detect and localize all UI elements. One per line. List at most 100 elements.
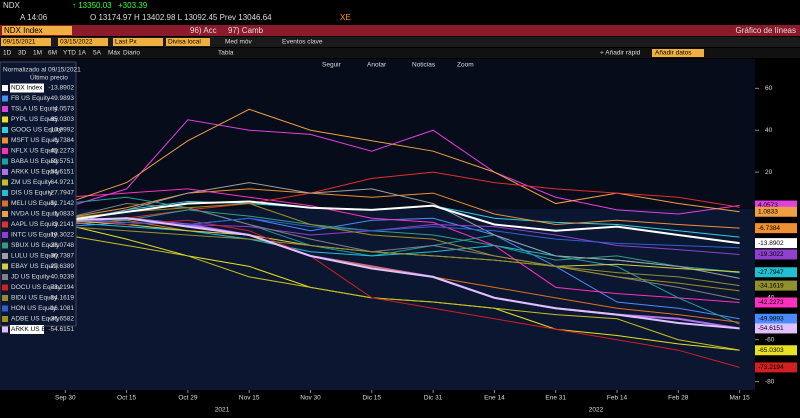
x-tick-label: Dic 15 — [363, 395, 382, 402]
legend-value: -30.7387 — [48, 253, 74, 260]
x-tick-label: Ene 14 — [484, 395, 505, 402]
legend-value: -10.9992 — [48, 127, 74, 134]
legend-name: NFLX US Equity — [11, 148, 59, 155]
security-box[interactable] — [2, 26, 72, 35]
period[interactable]: 5A — [93, 50, 102, 57]
value-tag-label: -65.0303 — [758, 347, 784, 354]
x-tick-label: Mar 15 — [729, 395, 750, 402]
currency[interactable]: Divisa local — [168, 39, 201, 46]
legend-value: -64.9721 — [48, 179, 74, 186]
legend-name: EBAY US Equity — [11, 263, 59, 270]
period[interactable]: 1A — [78, 50, 87, 57]
y-tick-label: -80 — [765, 378, 775, 385]
value-tag — [755, 200, 797, 211]
legend-name: INTC US Equity — [11, 232, 58, 239]
quick-add[interactable]: + Añadir rápid — [600, 50, 641, 57]
period[interactable]: 1M — [33, 50, 42, 57]
legend-name: LULU US Equity — [11, 253, 59, 260]
events[interactable]: Eventos clave — [282, 39, 323, 46]
legend-swatch — [2, 232, 8, 238]
period[interactable]: 1D — [3, 50, 12, 57]
legend-name: NDX Index — [11, 85, 43, 92]
value-tag — [755, 323, 797, 334]
legend-swatch — [2, 127, 8, 133]
legend-name: NVDA US Equity — [11, 211, 60, 218]
series-line — [3, 213, 740, 330]
legend-highlight — [10, 325, 44, 334]
period[interactable]: YTD — [63, 50, 76, 57]
legend-swatch — [2, 263, 8, 270]
y-tick-label: 60 — [765, 85, 773, 92]
y-tick-label: -60 — [765, 336, 775, 343]
legend-value: -28.0748 — [48, 242, 74, 249]
legend-name: SBUX US Equity — [11, 242, 60, 249]
end-date[interactable]: 03/15/2022 — [60, 39, 93, 46]
tool[interactable]: Anotar — [367, 62, 387, 69]
legend-swatch — [2, 85, 8, 91]
legend-name: TSLA US Equity — [11, 106, 58, 113]
legend-swatch — [2, 158, 8, 165]
legend-swatch — [2, 284, 8, 291]
series-line — [3, 200, 740, 245]
time: A 14:06 — [20, 13, 48, 22]
tool[interactable]: Zoom — [457, 62, 474, 69]
actions[interactable]: 96) Acc — [190, 26, 217, 35]
legend-value: -19.3022 — [48, 232, 74, 239]
legend-name: PYPL US Equity — [11, 116, 59, 123]
x-tick-label: Nov 30 — [300, 395, 321, 402]
series-line — [3, 213, 740, 368]
legend-name: FB US Equity — [11, 95, 51, 102]
value-tag — [755, 238, 797, 249]
legend-name: ARKK US Equity — [11, 326, 60, 333]
legend-name: ARKK US Equity — [11, 169, 60, 176]
tool[interactable]: Seguir — [322, 62, 342, 69]
period[interactable]: Máx — [108, 50, 121, 57]
legend-value: -16.1081 — [48, 305, 74, 312]
legend-swatch — [2, 326, 8, 333]
series-line — [3, 213, 740, 287]
value-tag-label: 1.0833 — [758, 208, 778, 215]
series-line — [3, 182, 740, 279]
legend-header: Último precio — [30, 73, 68, 82]
x-tick-label: Feb 14 — [607, 395, 628, 402]
x-tick-label: Feb 28 — [668, 395, 689, 402]
legend-swatch — [2, 211, 8, 217]
moving-avg[interactable]: Med móv — [225, 39, 252, 46]
value-tag-label: -13.8902 — [758, 240, 784, 247]
year-label: 2021 — [215, 407, 230, 414]
page-title: Gráfico de líneas — [736, 26, 796, 35]
period-row — [0, 48, 800, 58]
legend-swatch — [2, 190, 8, 196]
legend-name: JD US Equity — [11, 274, 50, 281]
x-tick-label: Oct 15 — [117, 395, 137, 402]
legend-swatch — [2, 116, 8, 123]
period[interactable]: 3D — [18, 50, 27, 57]
x-tick-label: Nov 15 — [239, 395, 260, 402]
legend-swatch — [2, 106, 8, 112]
legend-value: 4.0573 — [54, 106, 74, 113]
legend-value: -51.7142 — [48, 200, 74, 207]
security[interactable]: NDX Index — [4, 26, 43, 35]
legend-value: -36.6582 — [48, 316, 74, 323]
start-date[interactable]: 09/15/2021 — [3, 39, 36, 46]
ohlc: O 13174.97 H 13402.98 L 13092.45 Prev 13… — [90, 13, 272, 22]
add-data[interactable]: Añadir datos — [655, 50, 692, 57]
value-tag-label: -42.2273 — [758, 299, 784, 306]
period[interactable]: 6M — [48, 50, 57, 57]
tool[interactable]: Noticias — [412, 62, 436, 69]
change-menu[interactable]: 97) Camb — [228, 26, 264, 35]
legend-swatch — [2, 221, 8, 228]
input-row — [0, 37, 800, 47]
x-tick-label: Oct 29 — [178, 395, 198, 402]
legend-value: -27.6389 — [48, 263, 74, 270]
field[interactable]: Last Px — [115, 39, 137, 46]
legend-swatch — [2, 242, 8, 249]
legend-name: AAPL US Equity — [11, 221, 59, 228]
period[interactable]: Diario — [123, 50, 140, 57]
ticker: NDX — [3, 1, 21, 10]
legend-swatch — [2, 305, 8, 312]
legend-swatch — [2, 179, 8, 186]
value-tag — [755, 313, 797, 324]
year-label: 2022 — [589, 407, 604, 414]
table[interactable]: Tabla — [218, 50, 234, 57]
